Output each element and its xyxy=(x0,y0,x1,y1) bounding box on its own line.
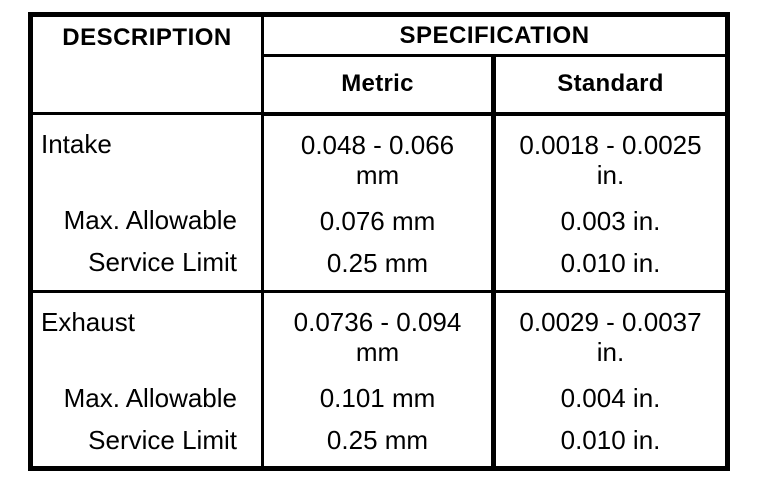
row-label-max-allowable: Max. Allowable xyxy=(63,205,237,235)
metric-range-value: 0.048 - 0.066 xyxy=(300,129,455,160)
standard-range: 0.0018 - 0.0025 in. xyxy=(496,130,725,190)
row-label-exhaust: Exhaust xyxy=(41,307,135,337)
metric-service-limit-value: 0.25 mm xyxy=(326,247,429,278)
exhaust-standard-cell: 0.0029 - 0.0037 in. 0.004 in. 0.010 in. xyxy=(491,290,729,470)
intake-standard-cell: 0.0018 - 0.0025 in. 0.003 in. 0.010 in. xyxy=(491,112,729,293)
table-row-intake: Intake Max. Allowable Service Limit 0.04… xyxy=(29,112,729,293)
header-row-2: Metric Standard xyxy=(31,54,729,116)
standard-range: 0.0029 - 0.0037 in. xyxy=(496,307,725,367)
exhaust-metric-cell: 0.0736 - 0.094 mm 0.101 mm 0.25 mm xyxy=(261,290,495,470)
metric-range: 0.0736 - 0.094 mm xyxy=(264,307,491,367)
standard-service-limit-value: 0.010 in. xyxy=(560,425,661,455)
specification-table: DESCRIPTION SPECIFICATION Metric Standar… xyxy=(28,12,730,471)
standard-max-allowable-value: 0.003 in. xyxy=(560,205,661,236)
standard-unit: in. xyxy=(596,159,625,190)
table-row-exhaust: Exhaust Max. Allowable Service Limit 0.0… xyxy=(29,290,729,470)
header-specification: SPECIFICATION xyxy=(261,13,729,57)
standard-max-allowable-value: 0.004 in. xyxy=(560,383,661,413)
standard-range-value: 0.0018 - 0.0025 xyxy=(519,129,702,160)
standard-range-value: 0.0029 - 0.0037 xyxy=(519,307,702,337)
row-label-max-allowable: Max. Allowable xyxy=(63,383,237,413)
metric-max-allowable-value: 0.076 mm xyxy=(319,205,436,236)
header-description: DESCRIPTION xyxy=(29,13,264,115)
intake-metric-cell: 0.048 - 0.066 mm 0.076 mm 0.25 mm xyxy=(261,112,495,293)
standard-service-limit-value: 0.010 in. xyxy=(560,247,661,278)
intake-description-cell: Intake Max. Allowable Service Limit xyxy=(29,112,264,293)
header-standard: Standard xyxy=(491,54,729,116)
metric-range-value: 0.0736 - 0.094 xyxy=(293,307,462,337)
metric-service-limit-value: 0.25 mm xyxy=(326,425,429,455)
metric-unit: mm xyxy=(355,337,400,367)
header-metric: Metric xyxy=(261,54,495,116)
standard-unit: in. xyxy=(596,337,625,367)
metric-unit: mm xyxy=(355,159,400,190)
metric-range: 0.048 - 0.066 mm xyxy=(264,130,491,190)
header-row-1: DESCRIPTION SPECIFICATION xyxy=(29,13,729,115)
row-label-intake: Intake xyxy=(41,129,112,159)
exhaust-description-cell: Exhaust Max. Allowable Service Limit xyxy=(29,290,264,470)
row-label-service-limit: Service Limit xyxy=(88,247,237,277)
row-label-service-limit: Service Limit xyxy=(88,425,237,455)
metric-max-allowable-value: 0.101 mm xyxy=(319,383,436,413)
